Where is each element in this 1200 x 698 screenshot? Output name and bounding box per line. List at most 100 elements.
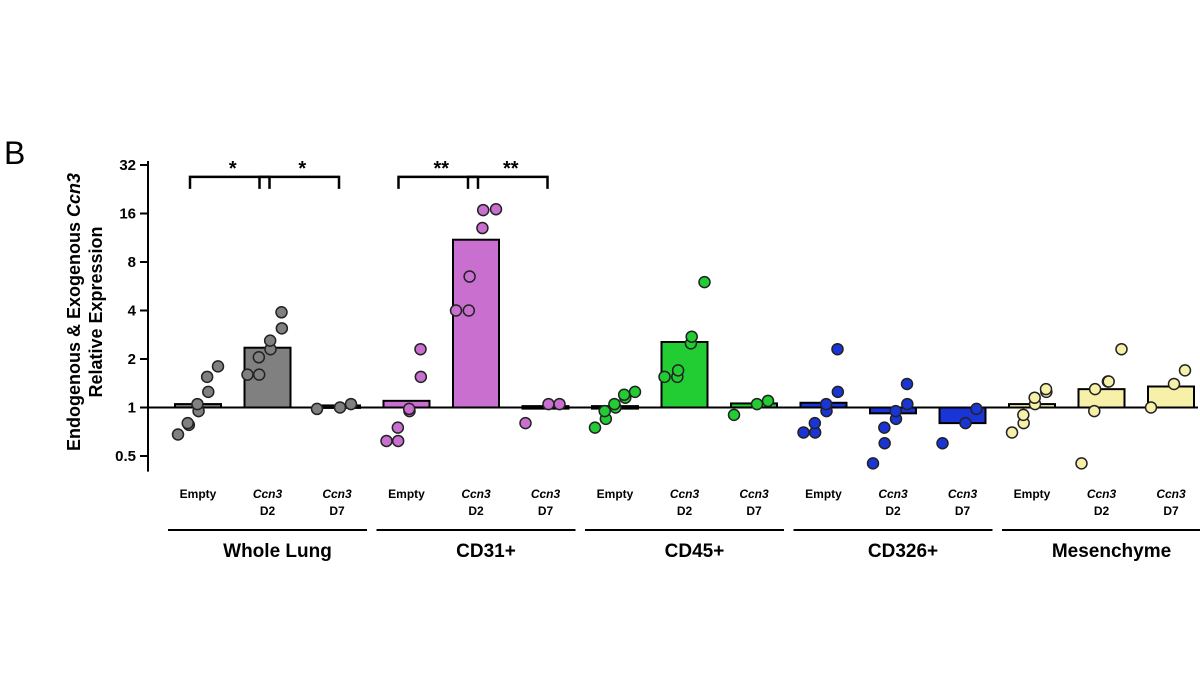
data-point [414, 370, 428, 384]
data-point [959, 416, 972, 430]
group-label: Mesenchyme [1052, 541, 1171, 562]
x-category-label: Empty [180, 487, 217, 501]
x-category-label: Ccn3 [253, 487, 283, 501]
y-tick-label: 0.5 [115, 448, 136, 465]
data-point [252, 368, 266, 381]
data-point [797, 426, 810, 439]
data-point [542, 397, 555, 411]
data-point [1039, 382, 1053, 396]
data-point [1115, 342, 1128, 356]
data-point [200, 370, 214, 384]
data-point [761, 394, 775, 408]
data-point [1102, 375, 1115, 388]
data-point [1144, 401, 1158, 414]
significance-bracket [466, 175, 549, 189]
data-point [1017, 408, 1030, 422]
data-point [1028, 391, 1041, 404]
x-category-label: Ccn3 [461, 487, 491, 501]
data-point [1088, 382, 1102, 396]
data-point [598, 404, 611, 418]
data-point [1167, 377, 1181, 391]
data-point [191, 397, 204, 411]
data-point [936, 436, 949, 450]
data-point [750, 397, 764, 411]
data-point [402, 402, 416, 416]
significance-brackets: * * ** ** [188, 158, 549, 189]
data-point [181, 416, 194, 430]
data-point [275, 322, 289, 335]
x-category-label: Ccn3 [1087, 487, 1117, 501]
x-category-sublabel: D2 [677, 504, 693, 518]
data-point [1075, 457, 1088, 470]
data-point [617, 388, 631, 401]
data-point [831, 342, 844, 356]
x-category-sublabel: D7 [1163, 504, 1179, 518]
y-tick-label: 8 [128, 254, 136, 271]
data-point [1005, 426, 1019, 439]
data-point [878, 421, 891, 434]
x-category-label: Ccn3 [948, 487, 978, 501]
x-category-sublabel: D2 [885, 504, 901, 518]
y-tick-label: 2 [128, 351, 136, 368]
y-axis: 0.5 1 2 4 8 16 32 [115, 157, 149, 472]
data-point [878, 436, 891, 450]
data-point [658, 370, 671, 384]
group-label: CD45+ [665, 541, 725, 562]
y-tick-label: 1 [128, 400, 136, 417]
data-point [900, 377, 914, 391]
data-point [263, 334, 277, 347]
data-point [970, 402, 983, 416]
y-tick-label: 4 [128, 303, 137, 320]
data-point [588, 421, 602, 434]
data-point [608, 397, 621, 411]
data-point [1088, 404, 1101, 418]
x-category-label: Ccn3 [670, 487, 700, 501]
data-point [275, 306, 288, 319]
x-category-label: Empty [1014, 487, 1051, 501]
data-point [727, 408, 741, 422]
data-point [819, 397, 833, 411]
data-point [333, 401, 347, 414]
data-point [449, 304, 463, 317]
data-point [344, 397, 358, 411]
significance-bracket [258, 175, 341, 189]
data-point [414, 342, 427, 356]
x-category-label: Ccn3 [878, 487, 908, 501]
group-labels: Whole Lung CD31+ CD45+ CD326+ Mesenchyme [168, 529, 1200, 562]
x-category-label: Ccn3 [1156, 487, 1186, 501]
data-point [889, 404, 902, 418]
y-axis-label-line2: Relative Expression [86, 226, 106, 397]
significance-bracket [188, 175, 271, 189]
panel-letter: B [4, 135, 25, 171]
x-category-label: Ccn3 [739, 487, 769, 501]
significance-label: ** [503, 158, 519, 180]
data-point [671, 364, 685, 377]
x-category-labels: Empty Ccn3 D2 Ccn3 D7 Empty Ccn3 D2 Ccn3 D7 Empty C… [180, 487, 1186, 518]
data-point [391, 434, 405, 448]
data-points [171, 203, 1192, 470]
data-point [310, 402, 324, 416]
group-label: Whole Lung [223, 541, 332, 562]
significance-bracket [397, 175, 480, 189]
data-point [211, 360, 225, 373]
y-tick-label: 32 [119, 157, 136, 174]
x-category-sublabel: D7 [955, 504, 971, 518]
group-label: CD326+ [868, 541, 938, 562]
data-point [252, 351, 266, 364]
data-point [866, 457, 880, 470]
data-point [380, 434, 393, 448]
data-point [476, 203, 490, 217]
data-point [391, 421, 405, 434]
bar [1077, 388, 1126, 409]
y-tick-label: 16 [119, 206, 136, 223]
data-point [901, 397, 914, 411]
x-category-label: Empty [597, 487, 634, 501]
data-point [463, 270, 476, 283]
data-point [202, 385, 215, 399]
x-category-sublabel: D2 [260, 504, 276, 518]
group-label: CD31+ [456, 541, 516, 562]
data-point [519, 416, 532, 430]
x-category-sublabel: D7 [329, 504, 345, 518]
x-category-sublabel: D2 [1094, 504, 1110, 518]
